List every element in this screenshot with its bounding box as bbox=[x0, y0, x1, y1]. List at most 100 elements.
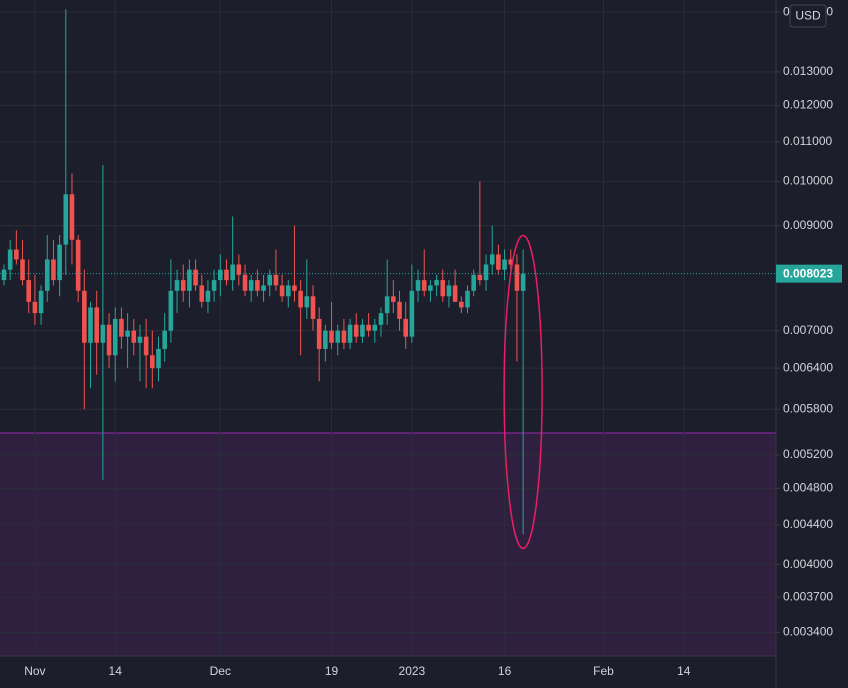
x-tick-label: Dec bbox=[210, 664, 231, 678]
x-tick-label: Nov bbox=[24, 664, 45, 678]
candle-body bbox=[341, 330, 347, 343]
candle-body bbox=[360, 324, 365, 337]
candle-body bbox=[174, 280, 180, 291]
candle-body bbox=[205, 290, 211, 302]
candle-body bbox=[353, 324, 359, 337]
candle-body bbox=[372, 324, 378, 331]
candle-body bbox=[415, 280, 421, 291]
candle-body bbox=[162, 330, 167, 349]
candle-body bbox=[242, 274, 248, 291]
candle-body bbox=[75, 239, 81, 291]
candle-body bbox=[384, 296, 390, 314]
candle-body bbox=[378, 313, 384, 325]
candle-body bbox=[112, 318, 118, 356]
candle-body bbox=[119, 318, 124, 337]
y-tick-label: 0.005800 bbox=[783, 401, 833, 415]
y-tick-label: 0.011000 bbox=[783, 134, 832, 148]
candle-body bbox=[1, 269, 7, 281]
candle-body bbox=[520, 273, 526, 291]
candle-body bbox=[477, 274, 483, 281]
candle-body bbox=[421, 280, 427, 291]
candle-body bbox=[150, 355, 155, 369]
last-price-tag bbox=[776, 264, 842, 283]
candle-body bbox=[273, 274, 279, 286]
y-tick-label: 0.010000 bbox=[783, 174, 833, 188]
y-tick-label: 0.005200 bbox=[783, 447, 833, 461]
candle-body bbox=[199, 285, 205, 302]
currency-button[interactable] bbox=[789, 4, 827, 28]
highlight-ellipse bbox=[503, 234, 543, 550]
candle-body bbox=[32, 301, 38, 314]
candle-body bbox=[347, 324, 353, 343]
candle-body bbox=[57, 244, 62, 281]
plot bbox=[0, 9, 776, 550]
x-tick-label: 19 bbox=[325, 664, 339, 678]
y-tick-label: 0.004000 bbox=[783, 557, 833, 571]
y-tick-label: 0.003400 bbox=[783, 625, 833, 639]
candle-body bbox=[69, 194, 75, 240]
candle-body bbox=[403, 318, 408, 337]
x-tick-label: Feb bbox=[593, 664, 614, 678]
candle-body bbox=[267, 274, 273, 286]
candle-body bbox=[329, 330, 334, 343]
candle-body bbox=[236, 264, 242, 275]
y-tick-label: 0.007000 bbox=[783, 323, 833, 337]
candle-body bbox=[51, 259, 56, 281]
candle-body bbox=[218, 269, 223, 281]
candle-body bbox=[248, 280, 254, 291]
candle-body bbox=[292, 285, 297, 291]
candle-body bbox=[230, 264, 235, 281]
candle-body bbox=[7, 249, 13, 270]
candle-body bbox=[279, 285, 285, 297]
candle-body bbox=[94, 307, 99, 343]
candle-body bbox=[298, 290, 303, 308]
candle-body bbox=[446, 285, 452, 297]
candle-body bbox=[310, 296, 316, 319]
y-tick-label: 0.009000 bbox=[783, 218, 833, 232]
x-tick-label: 2023 bbox=[399, 664, 426, 678]
candle-body bbox=[366, 324, 371, 331]
candle-body bbox=[409, 290, 415, 337]
support-zone bbox=[0, 432, 776, 656]
grid bbox=[0, 0, 776, 656]
x-tick-label: 16 bbox=[498, 664, 512, 678]
candle-body bbox=[63, 194, 69, 245]
candle-body bbox=[489, 254, 495, 265]
candle-body bbox=[397, 301, 402, 319]
candle-body bbox=[465, 290, 470, 308]
candle-body bbox=[180, 280, 186, 291]
candle-body bbox=[459, 301, 464, 308]
y-tick-label: 0.003700 bbox=[783, 589, 833, 603]
candle-body bbox=[316, 318, 322, 349]
candle-body bbox=[211, 280, 217, 291]
candle-body bbox=[125, 330, 130, 337]
y-tick-label: 0.013000 bbox=[783, 64, 833, 78]
candle-body bbox=[440, 280, 446, 297]
candle-body bbox=[285, 285, 291, 297]
candle-body bbox=[131, 330, 137, 343]
candle-body bbox=[82, 290, 87, 343]
candle-body bbox=[508, 259, 514, 265]
candle-body bbox=[26, 280, 32, 302]
candle-body bbox=[471, 274, 476, 291]
candle-body bbox=[452, 285, 458, 302]
candle-body bbox=[502, 259, 507, 270]
candle-body bbox=[143, 336, 149, 356]
candle-body bbox=[391, 296, 396, 302]
last-price-label: 0.008023 bbox=[783, 266, 833, 280]
candle-body bbox=[20, 259, 25, 281]
candle-body bbox=[434, 280, 439, 286]
y-tick-label: 0.004800 bbox=[783, 481, 833, 495]
candle-body bbox=[137, 336, 143, 343]
candle-body bbox=[304, 296, 310, 308]
x-tick-label: 14 bbox=[109, 664, 123, 678]
candle-body bbox=[496, 254, 501, 270]
candle-body bbox=[187, 269, 192, 291]
currency-label: USD bbox=[795, 9, 821, 23]
candle-body bbox=[193, 269, 198, 286]
candle-body bbox=[323, 330, 328, 349]
candle-body bbox=[106, 324, 112, 356]
y-tick-label: 0.006400 bbox=[783, 360, 833, 374]
